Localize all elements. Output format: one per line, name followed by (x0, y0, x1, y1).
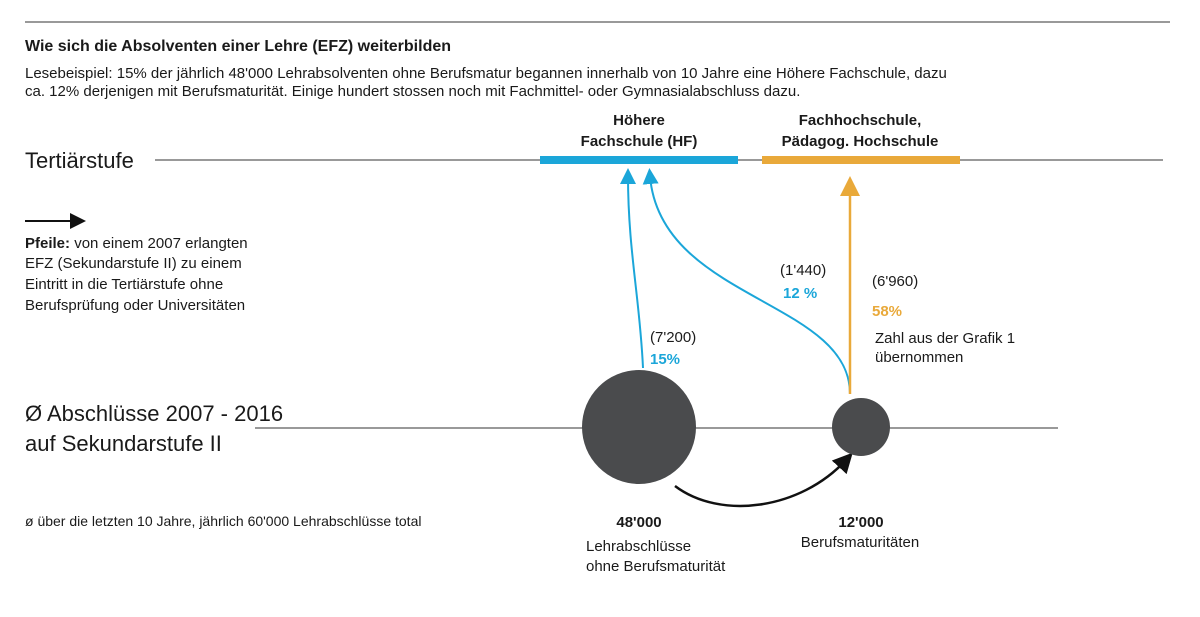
flow-note: Zahl aus der Grafik 1 (875, 330, 1015, 347)
flow-share: 15% (650, 351, 680, 368)
source-value: 12'000 (838, 514, 883, 531)
flow-count: (1'440) (780, 262, 826, 279)
target-label: Fachschule (HF) (581, 133, 698, 150)
source-circle (582, 370, 696, 484)
source-label: ohne Berufsmaturität (586, 558, 726, 575)
flow-arrow (620, 168, 644, 369)
source-value: 48'000 (616, 514, 661, 531)
source-label: Berufsmaturitäten (801, 534, 919, 551)
target-label: Fachhochschule, (799, 112, 922, 129)
flow-count: (6'960) (872, 273, 918, 290)
flow-arrow (642, 168, 851, 395)
title: Wie sich die Absolventen einer Lehre (EF… (25, 38, 451, 55)
hf-bar (540, 156, 738, 164)
level-label: Ø Abschlüsse 2007 - 2016 (25, 401, 283, 426)
subtitle: Lesebeispiel: 15% der jährlich 48'000 Le… (25, 65, 947, 82)
flow-count: (7'200) (650, 329, 696, 346)
legend-line: EFZ (Sekundarstufe II) zu einem (25, 255, 242, 272)
subtitle: ca. 12% derjenigen mit Berufsmaturität. … (25, 83, 800, 100)
level-label: auf Sekundarstufe II (25, 431, 222, 456)
level-label: Tertiärstufe (25, 148, 134, 173)
target-label: Höhere (613, 112, 665, 129)
legend-text: Pfeile: von einem 2007 erlangten (25, 235, 248, 252)
legend-line: Berufsprüfung oder Universitäten (25, 297, 245, 314)
legend-label: Pfeile: (25, 235, 70, 252)
source-circle (832, 398, 890, 456)
fh-bar (762, 156, 960, 164)
footnote: ø über die letzten 10 Jahre, jährlich 60… (25, 513, 421, 529)
flow-share: 12 % (783, 285, 817, 302)
legend-line: von einem 2007 erlangten (74, 235, 247, 252)
flow-share: 58% (872, 303, 902, 320)
flow-note: übernommen (875, 349, 963, 366)
source-label: Lehrabschlüsse (586, 538, 691, 555)
transfer-arrow (674, 452, 853, 508)
target-label: Pädagog. Hochschule (782, 133, 939, 150)
legend-line: Eintritt in die Tertiärstufe ohne (25, 276, 223, 293)
